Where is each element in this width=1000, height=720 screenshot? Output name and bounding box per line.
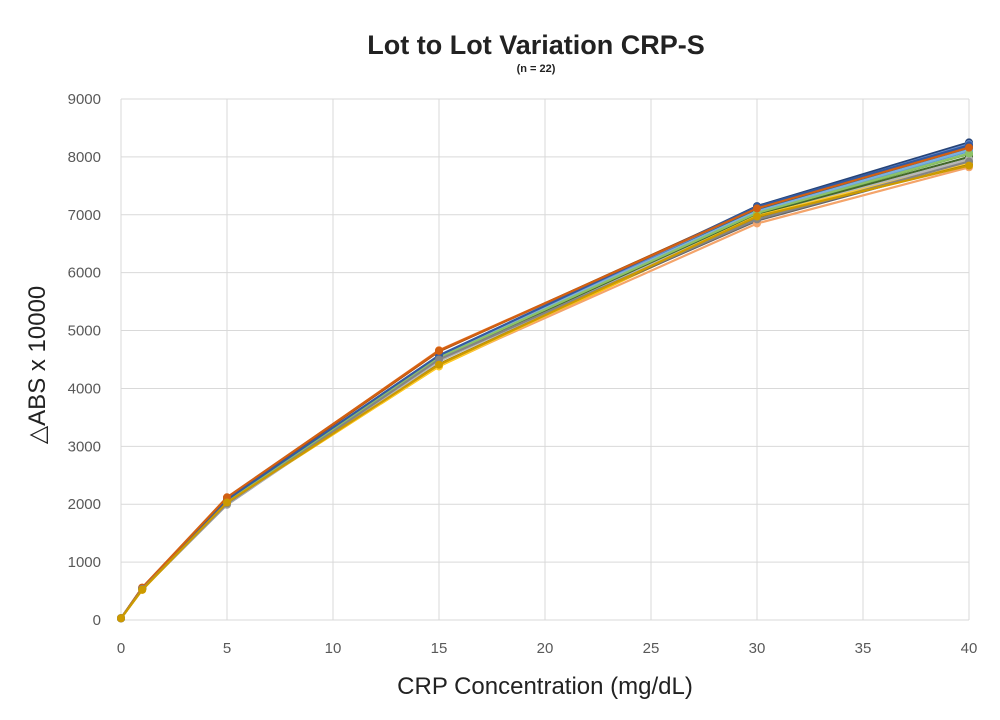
series-22 (117, 161, 973, 623)
y-tick-label: 7000 (68, 207, 101, 224)
data-point (965, 161, 973, 170)
y-tick-label: 2000 (68, 496, 101, 513)
x-tick-label: 30 (749, 640, 766, 657)
y-tick-label: 1000 (68, 554, 101, 571)
chart-title: Lot to Lot Variation CRP-S (367, 30, 705, 60)
data-point (753, 204, 761, 213)
x-tick-label: 40 (961, 640, 978, 657)
data-point (223, 498, 231, 507)
y-tick-label: 0 (93, 612, 101, 629)
x-tick-label: 5 (223, 640, 231, 657)
x-tick-label: 0 (117, 640, 125, 657)
x-tick-label: 10 (325, 640, 342, 657)
y-tick-label: 5000 (68, 323, 101, 340)
x-axis-label: CRP Concentration (mg/dL) (397, 673, 693, 700)
data-point (117, 614, 125, 623)
x-tick-label: 25 (643, 640, 660, 657)
y-tick-label: 8000 (68, 149, 101, 166)
data-point (965, 143, 973, 152)
data-point (965, 149, 973, 158)
x-tick-label: 15 (431, 640, 448, 657)
series-lines (117, 138, 973, 623)
data-point (435, 360, 443, 369)
x-tick-label: 20 (537, 640, 554, 657)
chart-subtitle: (n = 22) (516, 63, 556, 75)
grid (120, 98, 970, 621)
y-tick-label: 4000 (68, 380, 101, 397)
data-point (138, 585, 147, 594)
x-tick-label: 35 (855, 640, 872, 657)
series-line (120, 164, 970, 619)
y-axis-label: △ABS x 10000 (24, 286, 51, 445)
y-tick-label: 9000 (68, 91, 101, 108)
data-point (753, 212, 761, 221)
tick-labels: 0 1000 2000 3000 4000 5000 6000 7000 8000 9000 0 5 1… (68, 91, 978, 657)
y-tick-label: 6000 (68, 265, 101, 282)
data-point (435, 346, 443, 355)
y-tick-label: 3000 (68, 438, 101, 455)
